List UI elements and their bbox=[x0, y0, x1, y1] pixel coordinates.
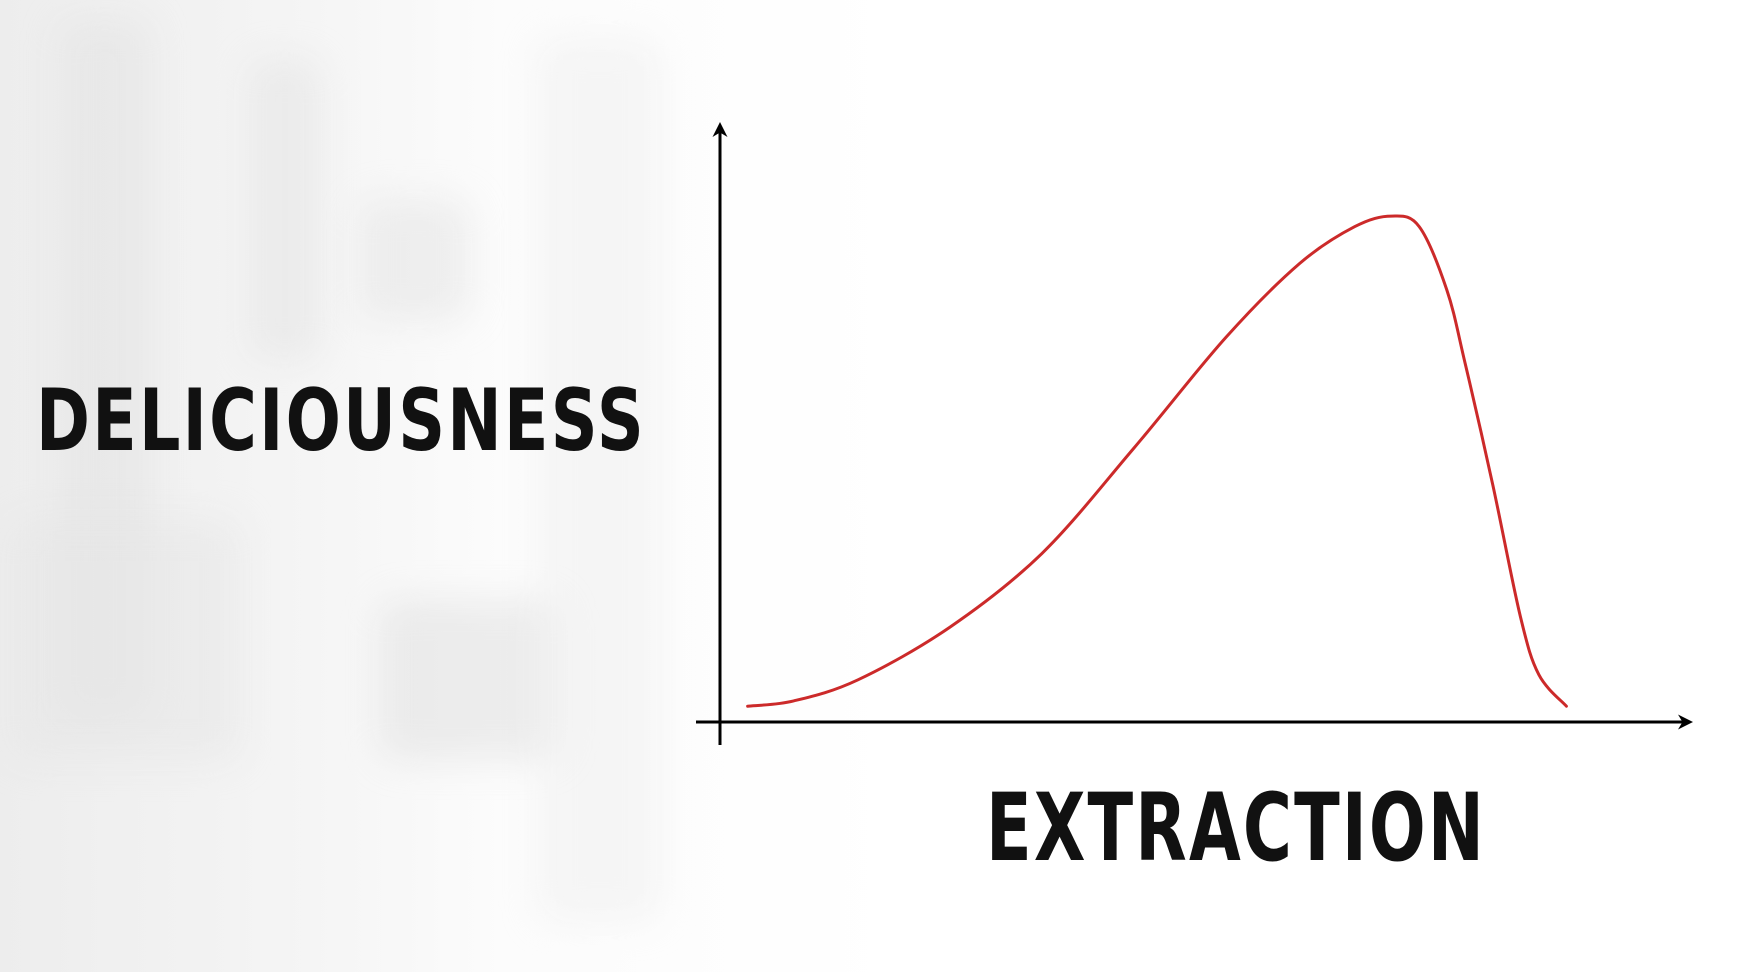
background-blur-shape bbox=[540, 40, 660, 920]
background-blur-shape bbox=[10, 520, 240, 760]
series-line-0 bbox=[746, 214, 1568, 708]
background-blur-shape bbox=[360, 200, 470, 320]
series-layer bbox=[746, 214, 1568, 708]
background-blur-shape bbox=[250, 60, 320, 360]
y-axis-label: DELICIOUSNESS bbox=[36, 371, 646, 471]
x-axis-label: EXTRACTION bbox=[986, 774, 1486, 883]
background-blur-shape bbox=[380, 600, 560, 760]
background-haze bbox=[0, 0, 900, 972]
